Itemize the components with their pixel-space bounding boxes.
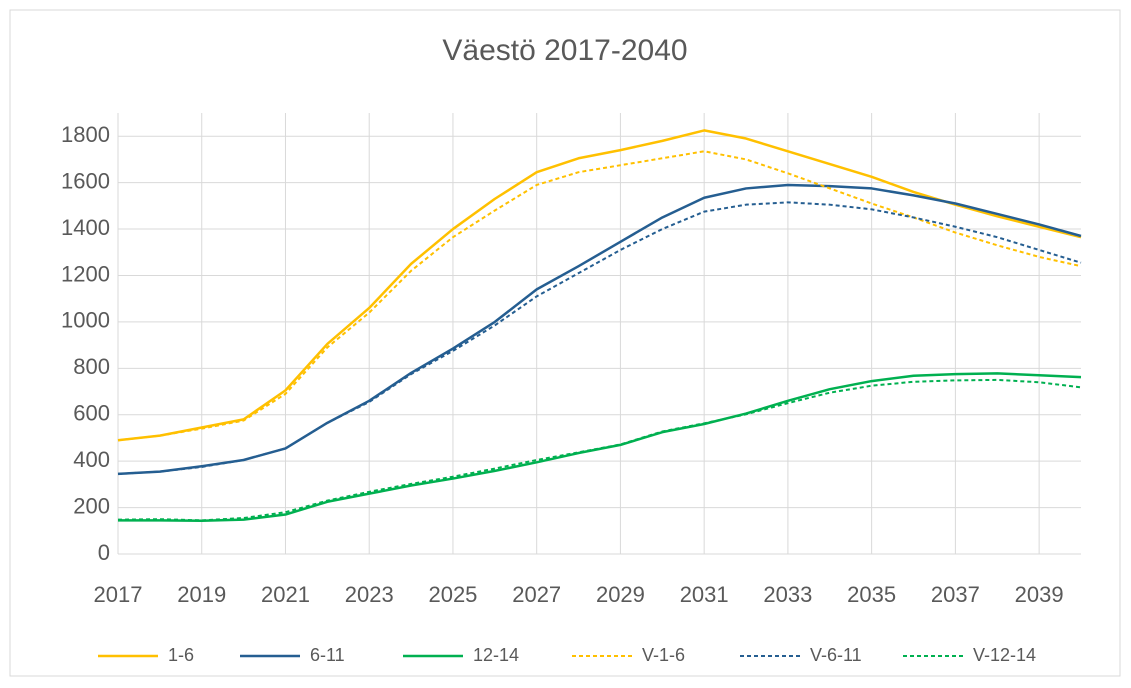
y-tick-label: 600 xyxy=(73,401,110,426)
y-tick-label: 800 xyxy=(73,354,110,379)
x-tick-label: 2033 xyxy=(763,582,812,607)
y-tick-label: 1800 xyxy=(61,122,110,147)
x-tick-label: 2037 xyxy=(931,582,980,607)
x-tick-label: 2021 xyxy=(261,582,310,607)
y-tick-label: 200 xyxy=(73,493,110,518)
y-tick-label: 1600 xyxy=(61,168,110,193)
y-tick-label: 0 xyxy=(98,540,110,565)
x-tick-label: 2017 xyxy=(94,582,143,607)
series-line xyxy=(118,372,1082,523)
y-tick-label: 400 xyxy=(73,447,110,472)
y-tick-label: 1400 xyxy=(61,215,110,240)
x-tick-label: 2027 xyxy=(512,582,561,607)
legend-label: V-1-6 xyxy=(642,645,685,665)
y-tick-label: 1200 xyxy=(61,261,110,286)
y-tick-label: 1000 xyxy=(61,308,110,333)
chart-title: Väestö 2017-2040 xyxy=(442,34,687,67)
legend-label: 12-14 xyxy=(473,645,519,665)
x-tick-label: 2023 xyxy=(345,582,394,607)
series-line xyxy=(117,129,1082,442)
x-tick-label: 2029 xyxy=(596,582,645,607)
chart-border xyxy=(9,9,1121,677)
series-line xyxy=(117,201,1082,475)
legend-label: V-12-14 xyxy=(973,645,1036,665)
x-tick-label: 2031 xyxy=(680,582,729,607)
x-tick-label: 2019 xyxy=(177,582,226,607)
legend-label: V-6-11 xyxy=(810,645,862,665)
x-tick-label: 2039 xyxy=(1015,582,1064,607)
x-tick-label: 2025 xyxy=(428,582,477,607)
x-tick-label: 2035 xyxy=(847,582,896,607)
legend-label: 1-6 xyxy=(168,645,194,665)
legend-label: 6-11 xyxy=(310,645,345,665)
